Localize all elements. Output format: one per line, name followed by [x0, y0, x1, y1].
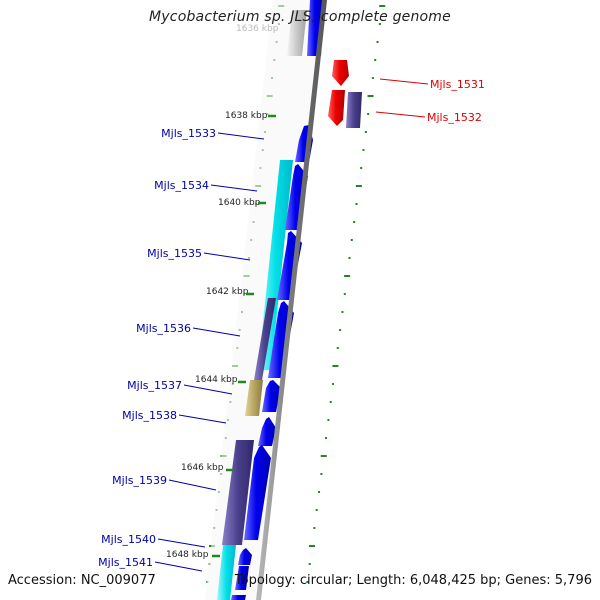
gene-label-mjls-1540[interactable]: Mjls_1540	[101, 533, 156, 546]
gene-leader-line	[178, 414, 227, 424]
gene-label-mjls-1532[interactable]: Mjls_1532	[427, 111, 482, 124]
cog-block-cyan-1540	[217, 545, 236, 600]
gene-leader-line	[210, 184, 258, 192]
gene-leader-line	[154, 561, 203, 572]
page-title: Mycobacterium sp. JLS, complete genome	[149, 9, 451, 25]
cds-mjls-1539	[244, 445, 271, 540]
genome-backbone	[256, 0, 327, 600]
gene-label-mjls-1541[interactable]: Mjls_1541	[98, 556, 153, 569]
cog-block-grey	[287, 10, 307, 56]
cog-track	[217, 10, 307, 600]
cds-mjls-1531	[332, 60, 349, 86]
cog-block-purple-1532	[346, 92, 362, 128]
gene-leader-line	[379, 78, 429, 85]
gene-label-mjls-1534[interactable]: Mjls_1534	[154, 179, 209, 192]
gene-leader-line	[192, 327, 241, 337]
gene-leader-line	[183, 384, 233, 395]
reverse-cds-track	[328, 60, 362, 128]
gene-label-mjls-1539[interactable]: Mjls_1539	[112, 474, 167, 487]
outer-dotted-ring	[306, 5, 386, 583]
cog-block-purple-1536	[254, 298, 276, 380]
tick-label: 1648 kbp	[166, 550, 209, 560]
gene-label-mjls-1531[interactable]: Mjls_1531	[430, 78, 485, 91]
topology-label: Topology: circular; Length: 6,048,425 bp…	[234, 573, 592, 588]
gene-leader-line	[217, 132, 265, 140]
gene-leader-line	[157, 538, 206, 548]
tick-label: 1646 kbp	[181, 463, 224, 473]
cds-mjls-1538	[258, 417, 276, 446]
tick-label: 1644 kbp	[195, 375, 238, 385]
gene-label-mjls-1536[interactable]: Mjls_1536	[136, 322, 191, 335]
cds-bottom	[231, 595, 246, 600]
partial-tick-label: 1636 kbp	[236, 24, 279, 34]
tick-label: 1642 kbp	[206, 287, 249, 297]
tick-label-group: 1638 kbp 1640 kbp 1642 kbp 1644 kbp 1646 kbp…	[166, 24, 279, 560]
accession-label: Accession: NC_009077	[8, 573, 156, 588]
cds-mjls-1540	[238, 548, 252, 565]
gene-label-mjls-1538[interactable]: Mjls_1538	[122, 409, 177, 422]
cds-mjls-1537	[262, 380, 281, 412]
gene-label-group: Mjls_1531 Mjls_1532 Mjls_1533 Mjls_1534 Mjls…	[98, 78, 485, 572]
cog-block-tan-1537	[245, 380, 263, 416]
gene-leader-line	[203, 252, 251, 261]
gene-leader-line	[375, 111, 426, 118]
forward-cds-track	[231, 0, 324, 600]
cog-block-purple-1539	[222, 440, 254, 545]
cds-mjls-1532	[328, 90, 345, 126]
tick-label: 1638 kbp	[225, 111, 268, 121]
gene-leader-line	[168, 479, 217, 491]
gene-label-mjls-1535[interactable]: Mjls_1535	[147, 247, 202, 260]
gene-label-mjls-1533[interactable]: Mjls_1533	[161, 127, 216, 140]
gene-label-mjls-1537[interactable]: Mjls_1537	[127, 379, 182, 392]
tick-label: 1640 kbp	[218, 198, 261, 208]
cds-mjls-1541	[235, 566, 249, 590]
